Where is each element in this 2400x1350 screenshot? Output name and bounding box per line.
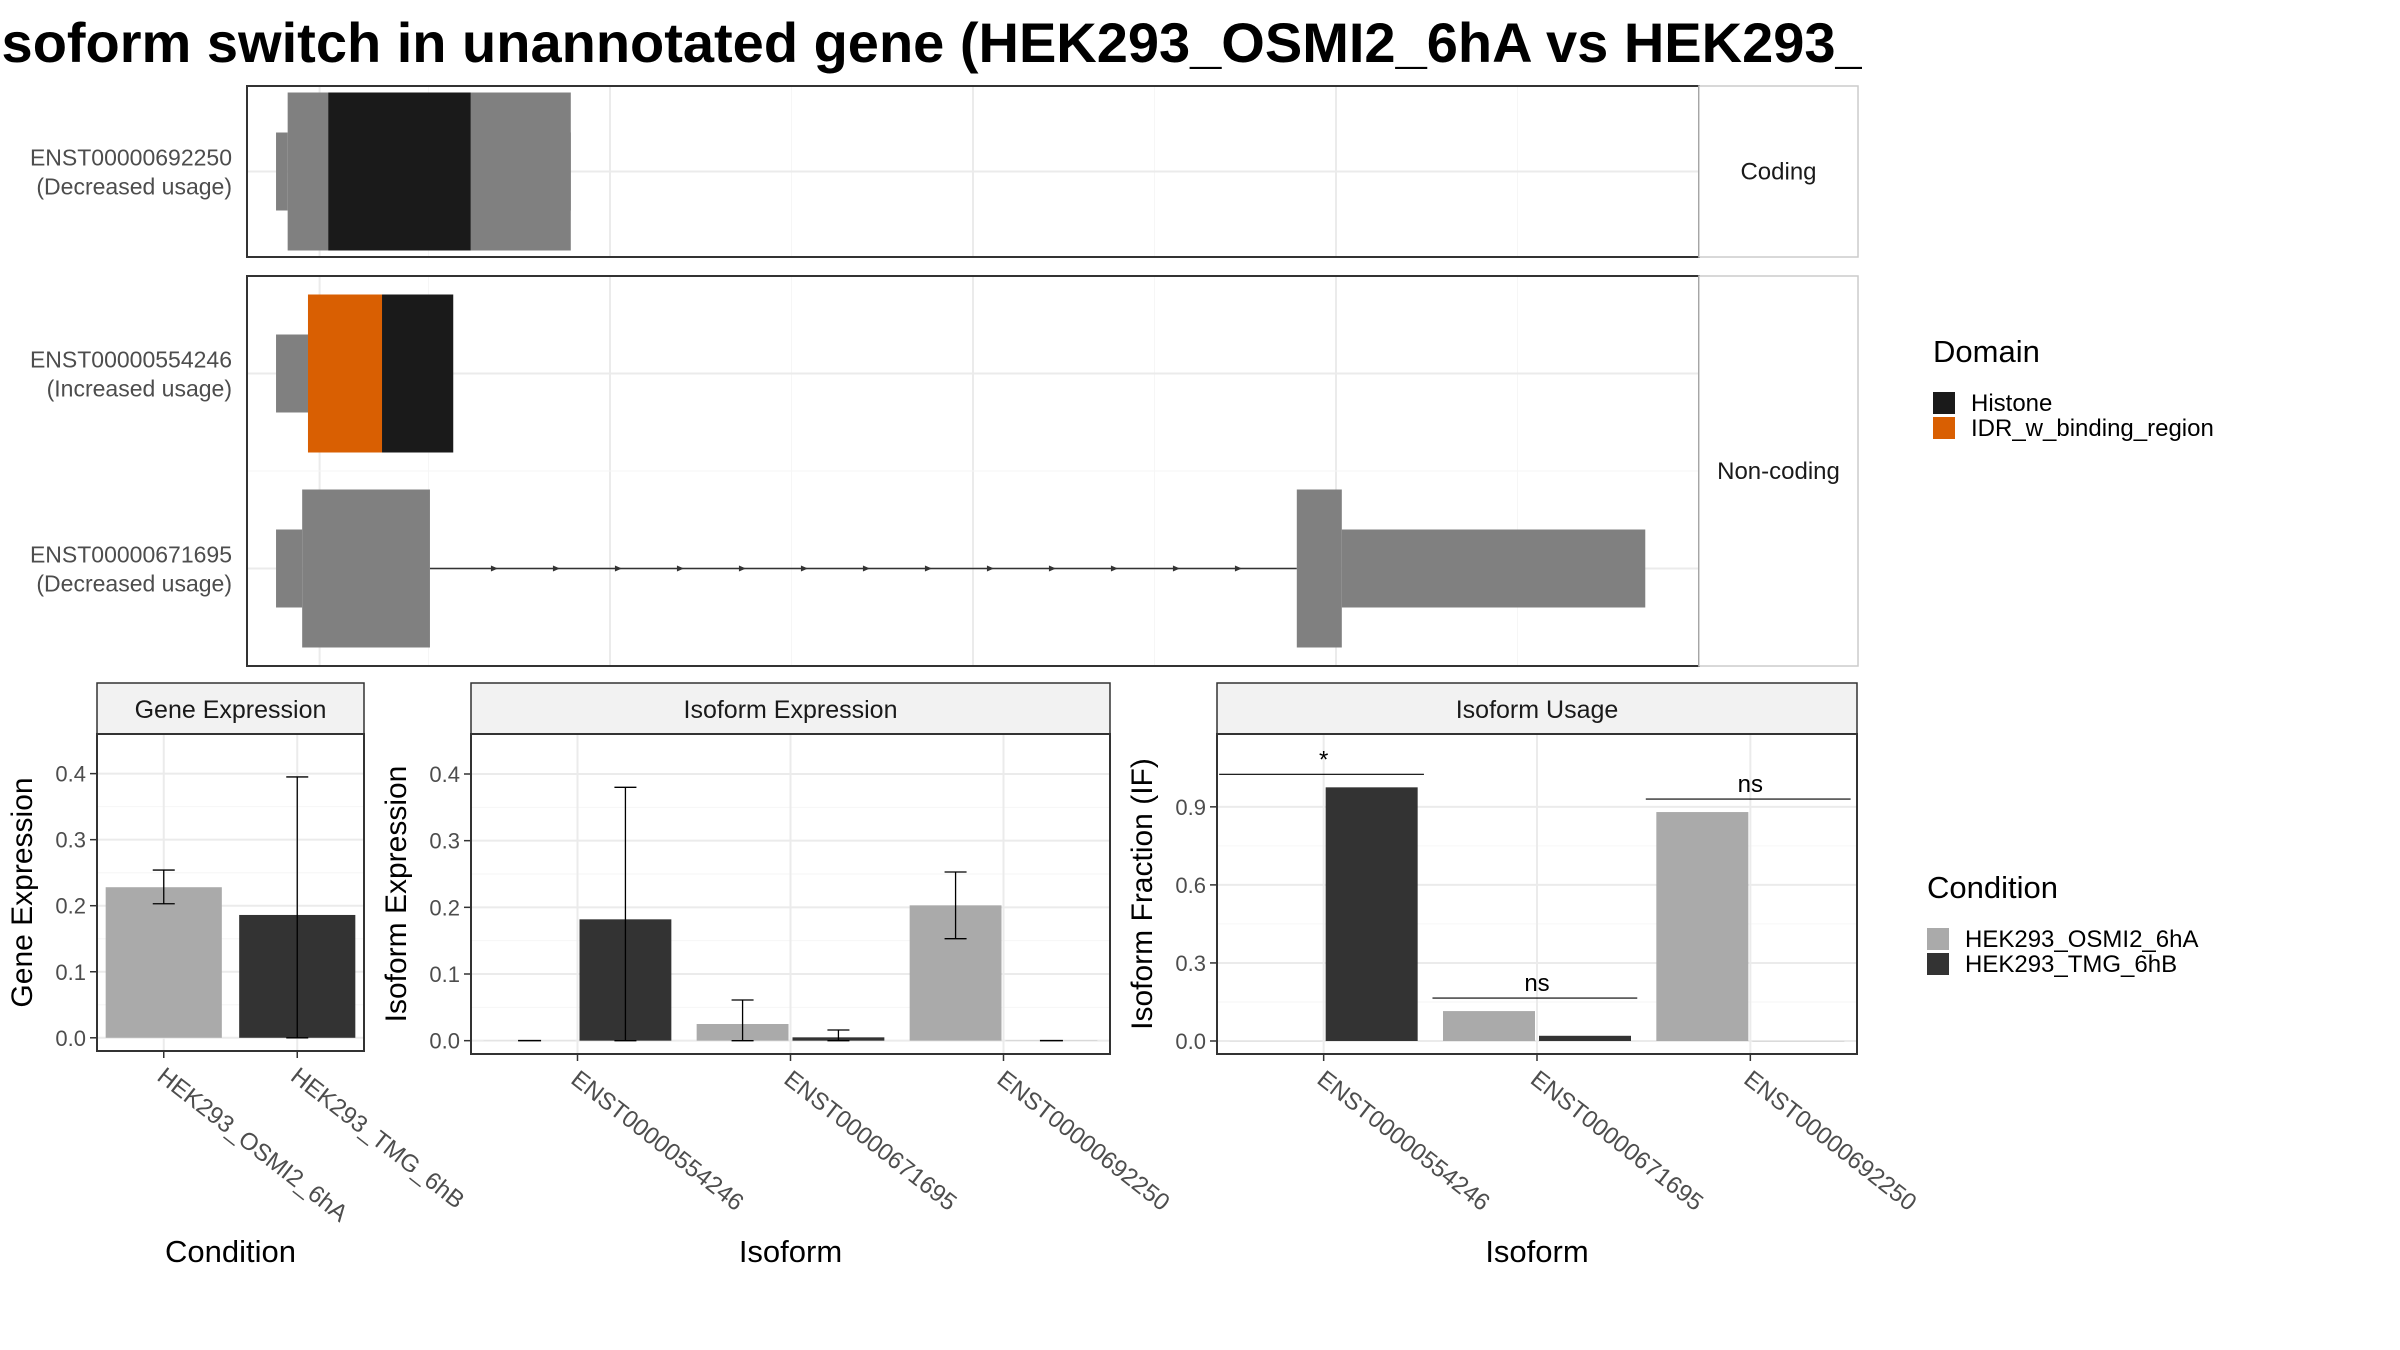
isoform-usage-label: (Decreased usage)	[36, 174, 232, 200]
exon-block	[302, 489, 430, 648]
domain-legend-label: IDR_w_binding_region	[1971, 415, 2214, 442]
y-tick-label: 0.1	[429, 962, 460, 987]
intron-arrow-icon	[614, 565, 622, 572]
facet-strip-label: Non-coding	[1717, 458, 1840, 485]
significance-label: ns	[1738, 771, 1763, 798]
data-bar	[1325, 787, 1418, 1041]
intron-arrow-icon	[800, 565, 808, 572]
condition-legend-key	[1927, 928, 1949, 950]
y-tick-label: 0.9	[1175, 795, 1206, 820]
panel-strip	[96, 682, 365, 735]
y-tick-label: 0.0	[1175, 1029, 1206, 1054]
y-tick-label: 0.0	[55, 1026, 86, 1051]
x-tick-label: ENST00000692250	[992, 1065, 1175, 1216]
y-tick-label: 0.6	[1175, 873, 1206, 898]
x-tick-label: ENST00000671695	[779, 1065, 962, 1216]
panel-title: Isoform Usage	[1456, 696, 1619, 724]
exon-block	[276, 529, 303, 608]
condition-legend-label: HEK293_TMG_6hB	[1965, 951, 2177, 978]
y-tick-label: 0.0	[429, 1029, 460, 1054]
panel-title: Isoform Expression	[684, 696, 898, 724]
x-axis-title: Condition	[165, 1234, 296, 1269]
domain-block	[307, 294, 383, 453]
isoform-id-label: ENST00000671695	[30, 542, 232, 568]
data-bar	[1443, 1011, 1535, 1041]
panel-title: Gene Expression	[135, 696, 327, 724]
domain-legend-key	[1933, 417, 1955, 439]
exon-block	[537, 132, 571, 211]
panel-strip	[470, 682, 1111, 735]
panel-strip	[1216, 682, 1858, 735]
domain-block	[328, 92, 471, 251]
y-tick-label: 0.2	[55, 894, 86, 919]
y-tick-label: 0.3	[429, 829, 460, 854]
y-tick-label: 0.4	[429, 762, 460, 787]
intron-arrow-icon	[924, 565, 932, 572]
x-axis-title: Isoform	[739, 1234, 842, 1269]
plot-title: Isoform switch in unannotated gene (HEK2…	[0, 11, 1862, 74]
condition-legend-label: HEK293_OSMI2_6hA	[1965, 926, 2198, 953]
y-axis-title: Isoform Fraction (IF)	[1126, 758, 1159, 1030]
significance-label: *	[1319, 746, 1328, 773]
y-tick-label: 0.3	[55, 828, 86, 853]
x-tick-label: ENST00000554246	[1312, 1065, 1495, 1216]
intron-arrow-icon	[1234, 565, 1242, 572]
facet-strip	[1698, 275, 1859, 667]
domain-block	[382, 294, 454, 453]
exon-block	[1341, 529, 1646, 608]
exon-block	[276, 334, 308, 413]
y-tick-label: 0.2	[429, 895, 460, 920]
intron-arrow-icon	[986, 565, 994, 572]
intron-arrow-icon	[1172, 565, 1180, 572]
intron-arrow-icon	[862, 565, 870, 572]
isoform-id-label: ENST00000692250	[30, 145, 232, 171]
domain-legend-title: Domain	[1933, 334, 2040, 369]
isoform-usage-label: (Decreased usage)	[36, 571, 232, 597]
data-bar	[1539, 1035, 1631, 1041]
condition-legend-title: Condition	[1927, 870, 2058, 905]
isoform-id-label: ENST00000554246	[30, 347, 232, 373]
domain-legend-label: Histone	[1971, 390, 2052, 417]
x-tick-label: ENST00000554246	[566, 1065, 749, 1216]
y-tick-label: 0.3	[1175, 951, 1206, 976]
intron-arrow-icon	[1110, 565, 1118, 572]
y-tick-label: 0.4	[55, 762, 86, 787]
domain-legend-key	[1933, 392, 1955, 414]
exon-block	[276, 132, 288, 211]
plot-panel-border	[96, 733, 365, 1052]
significance-label: ns	[1524, 970, 1549, 997]
intron-arrow-icon	[676, 565, 684, 572]
y-axis-title: Isoform Expression	[380, 766, 413, 1023]
x-tick-label: ENST00000692250	[1739, 1065, 1922, 1216]
x-tick-label: ENST00000671695	[1525, 1065, 1708, 1216]
data-bar	[1656, 812, 1749, 1041]
exon-block	[1296, 489, 1342, 648]
intron-arrow-icon	[490, 565, 498, 572]
isoform-usage-label: (Increased usage)	[47, 376, 232, 402]
intron-arrow-icon	[552, 565, 560, 572]
intron-arrow-icon	[738, 565, 746, 572]
data-bar	[105, 887, 222, 1038]
facet-strip	[1698, 85, 1859, 258]
y-axis-title: Gene Expression	[6, 777, 39, 1007]
y-tick-label: 0.1	[55, 960, 86, 985]
facet-strip-label: Coding	[1740, 159, 1816, 186]
intron-arrow-icon	[1048, 565, 1056, 572]
condition-legend-key	[1927, 953, 1949, 975]
x-axis-title: Isoform	[1485, 1234, 1588, 1269]
